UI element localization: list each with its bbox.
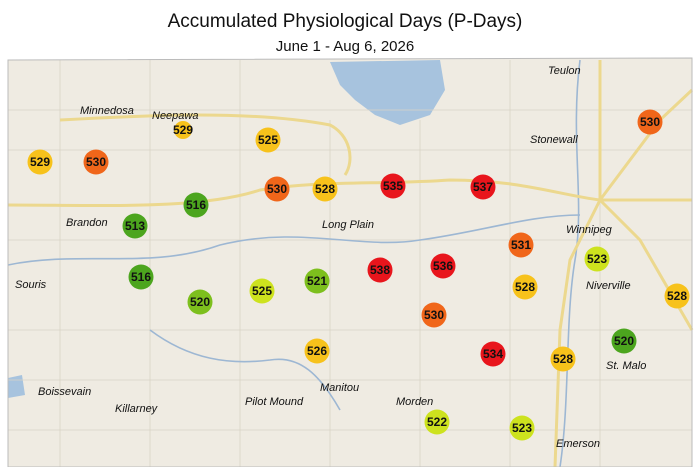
station-marker — [27, 149, 53, 175]
station-marker — [264, 176, 290, 202]
station-marker — [664, 283, 690, 309]
station-marker — [122, 213, 148, 239]
station-value: 513 — [125, 219, 145, 233]
station-marker — [367, 257, 393, 283]
basemap — [7, 57, 694, 467]
station-value: 530 — [86, 155, 106, 169]
station-marker — [174, 121, 192, 139]
station-marker — [255, 127, 281, 153]
station-value: 523 — [587, 252, 607, 266]
place-label: Manitou — [320, 382, 359, 394]
place-label: Brandon — [66, 217, 108, 229]
station-marker — [430, 253, 456, 279]
place-label: Winnipeg — [566, 224, 613, 236]
place-label: Souris — [15, 279, 47, 291]
station-marker — [512, 274, 538, 300]
station-marker — [304, 338, 330, 364]
station-value: 529 — [30, 155, 50, 169]
station-value: 522 — [427, 415, 447, 429]
station-value: 531 — [511, 238, 531, 252]
station-marker — [380, 173, 406, 199]
station-marker — [470, 174, 496, 200]
station-marker — [509, 415, 535, 441]
station-value: 525 — [252, 284, 272, 298]
place-label: Teulon — [548, 65, 581, 77]
station-value: 528 — [553, 352, 573, 366]
station-value: 535 — [383, 179, 403, 193]
station-marker — [480, 341, 506, 367]
station-value: 538 — [370, 263, 390, 277]
station-value: 530 — [267, 182, 287, 196]
station-value: 525 — [258, 133, 278, 147]
station-value: 530 — [424, 308, 444, 322]
station-marker — [421, 302, 447, 328]
station-value: 523 — [512, 421, 532, 435]
place-label: Neepawa — [152, 110, 198, 122]
station-value: 530 — [640, 115, 660, 129]
place-label: Emerson — [556, 438, 600, 450]
station-marker — [187, 289, 213, 315]
station-marker — [424, 409, 450, 435]
place-label: Stonewall — [530, 134, 578, 146]
station-marker — [508, 232, 534, 258]
title: Accumulated Physiological Days (P-Days) — [168, 11, 523, 32]
station-value: 528 — [515, 280, 535, 294]
station-value: 520 — [614, 334, 634, 348]
station-marker — [637, 109, 663, 135]
station-marker — [584, 246, 610, 272]
place-label: Long Plain — [322, 219, 374, 231]
station-value: 528 — [667, 289, 687, 303]
station-marker — [83, 149, 109, 175]
place-label: Killarney — [115, 403, 159, 415]
station-value: 521 — [307, 274, 327, 288]
station-marker — [550, 346, 576, 372]
place-label: St. Malo — [606, 360, 646, 372]
station-value: 516 — [186, 198, 206, 212]
station-marker — [611, 328, 637, 354]
station-marker — [304, 268, 330, 294]
station-marker — [183, 192, 209, 218]
station-value: 537 — [473, 180, 493, 194]
place-label: Boissevain — [38, 386, 91, 398]
station-value: 529 — [173, 123, 193, 137]
station-value: 520 — [190, 295, 210, 309]
place-label: Niverville — [586, 280, 631, 292]
place-labels: Teulon Minnedosa Neepawa Stonewall Winnipeg B… — [15, 65, 646, 450]
station-value: 516 — [131, 270, 151, 284]
station-marker — [128, 264, 154, 290]
place-label: Pilot Mound — [245, 396, 304, 408]
place-label: Minnedosa — [80, 105, 134, 117]
station-value: 534 — [483, 347, 503, 361]
station-marker — [312, 176, 338, 202]
stations: 529 530 529 525 530 516 513 530 528 535 537 531 523 5… — [27, 109, 690, 441]
station-marker — [249, 278, 275, 304]
station-value: 526 — [307, 344, 327, 358]
place-label: Morden — [396, 396, 433, 408]
station-value: 528 — [315, 182, 335, 196]
subtitle: June 1 - Aug 6, 2026 — [276, 38, 414, 55]
station-value: 536 — [433, 259, 453, 273]
